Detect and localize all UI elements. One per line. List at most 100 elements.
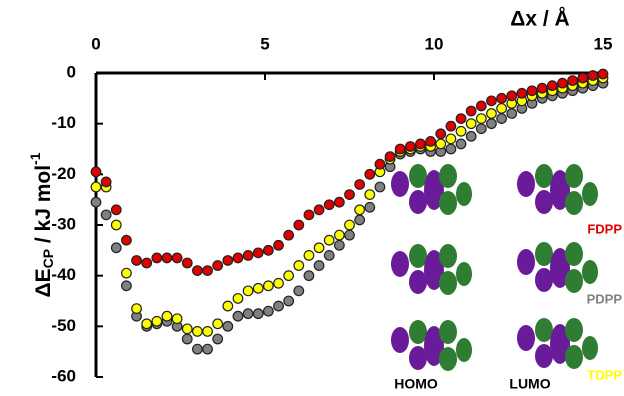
data-point xyxy=(111,243,121,253)
data-point xyxy=(345,230,355,240)
data-point xyxy=(588,71,598,81)
y-tick-label: -40 xyxy=(51,265,76,284)
data-point xyxy=(568,76,578,86)
data-point xyxy=(294,286,304,296)
data-point xyxy=(243,251,253,261)
data-point xyxy=(345,220,355,230)
data-point xyxy=(233,253,243,263)
x-tick-label: 0 xyxy=(91,34,100,53)
data-point xyxy=(122,235,132,245)
data-point xyxy=(324,235,334,245)
data-point xyxy=(122,268,132,278)
data-point xyxy=(274,240,284,250)
data-point xyxy=(375,159,385,169)
data-point xyxy=(507,109,517,119)
data-point xyxy=(477,101,487,111)
data-point xyxy=(304,210,314,220)
legend-label: TDPP xyxy=(587,367,622,382)
data-point xyxy=(264,246,274,256)
data-point xyxy=(91,167,101,177)
data-point xyxy=(213,319,223,329)
data-point xyxy=(193,344,203,354)
data-point xyxy=(304,251,314,261)
data-point xyxy=(548,81,558,91)
data-point xyxy=(182,324,192,334)
data-point xyxy=(416,139,426,149)
data-point xyxy=(223,256,233,266)
data-point xyxy=(243,309,253,319)
data-point xyxy=(558,78,568,88)
data-point xyxy=(274,278,284,288)
data-point xyxy=(365,170,375,180)
data-point xyxy=(446,144,456,154)
data-point xyxy=(203,344,213,354)
data-point xyxy=(91,182,101,192)
data-point xyxy=(355,205,365,215)
data-point xyxy=(162,311,172,321)
data-point xyxy=(517,88,527,98)
data-point xyxy=(294,261,304,271)
data-point xyxy=(152,316,162,326)
data-point xyxy=(213,261,223,271)
data-point xyxy=(507,91,517,101)
data-point xyxy=(375,182,385,192)
data-point xyxy=(111,205,121,215)
data-point xyxy=(497,94,507,104)
data-point xyxy=(172,253,182,263)
data-point xyxy=(365,202,375,212)
data-point xyxy=(436,129,446,139)
orbital-images xyxy=(391,164,598,371)
data-point xyxy=(335,240,345,250)
data-point xyxy=(172,314,182,324)
data-point xyxy=(132,256,142,266)
chart: Δx / Å ΔECP / kJ mol-1 HOMO LUMO 0510150… xyxy=(0,0,624,396)
data-point xyxy=(456,139,466,149)
data-point xyxy=(294,220,304,230)
data-point xyxy=(203,327,213,337)
data-point xyxy=(203,266,213,276)
x-axis-title: Δx / Å xyxy=(510,7,569,31)
y-tick-label: -10 xyxy=(51,113,76,132)
data-point xyxy=(395,144,405,154)
data-point xyxy=(193,327,203,337)
data-point xyxy=(253,284,263,294)
data-point xyxy=(182,258,192,268)
data-point xyxy=(193,266,203,276)
data-point xyxy=(355,180,365,190)
data-point xyxy=(152,253,162,263)
data-point xyxy=(598,69,608,79)
data-point xyxy=(466,119,476,129)
data-point xyxy=(497,114,507,124)
data-point xyxy=(426,137,436,147)
data-point xyxy=(487,119,497,129)
data-point xyxy=(314,261,324,271)
data-point xyxy=(355,215,365,225)
data-point xyxy=(304,271,314,281)
data-point xyxy=(284,271,294,281)
data-point xyxy=(243,286,253,296)
data-point xyxy=(456,126,466,136)
data-point xyxy=(223,301,233,311)
x-tick-label: 10 xyxy=(425,34,444,53)
data-point xyxy=(162,253,172,263)
legend-label: PDPP xyxy=(587,291,623,306)
data-point xyxy=(324,251,334,261)
data-point xyxy=(111,220,121,230)
y-tick-label: 0 xyxy=(67,62,76,81)
data-point xyxy=(477,124,487,134)
data-point xyxy=(487,96,497,106)
data-point xyxy=(253,248,263,258)
data-point xyxy=(456,114,466,124)
data-point xyxy=(264,281,274,291)
data-point xyxy=(406,142,416,152)
data-point xyxy=(385,152,395,162)
data-point xyxy=(446,134,456,144)
x-tick-label: 5 xyxy=(260,34,269,53)
data-point xyxy=(345,190,355,200)
data-point xyxy=(223,322,233,332)
data-point xyxy=(284,230,294,240)
data-point xyxy=(497,104,507,114)
data-point xyxy=(466,132,476,142)
data-point xyxy=(122,281,132,291)
data-point xyxy=(365,190,375,200)
